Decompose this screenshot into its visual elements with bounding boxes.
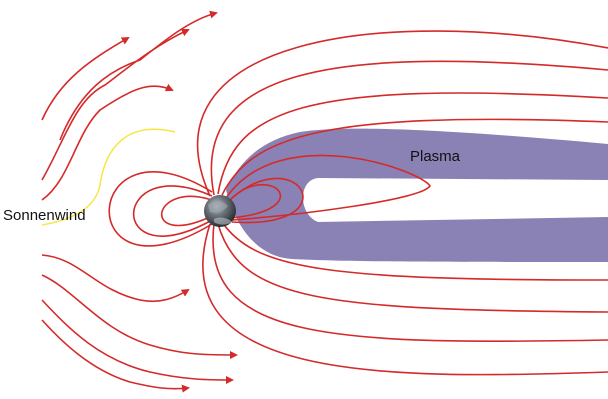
field-line (221, 221, 608, 281)
solar-wind-label: Sonnenwind (3, 207, 86, 224)
solar-wind-trace (41, 128, 176, 226)
field-line (108, 171, 213, 247)
solar-wind-lines (41, 10, 238, 393)
solar-wind-line (41, 274, 238, 359)
solar-wind-line (41, 319, 190, 393)
solar-wind-line (41, 28, 190, 181)
solar-wind-line (41, 299, 234, 384)
solar-wind-line (41, 254, 190, 303)
field-lines (108, 30, 608, 376)
plasma-region (226, 128, 608, 262)
solar-wind-line (41, 36, 130, 121)
field-line (217, 92, 608, 195)
solar-wind-line (59, 10, 218, 141)
field-line (202, 223, 608, 376)
field-line (231, 177, 304, 224)
field-line (210, 60, 608, 196)
field-line (196, 30, 608, 197)
field-line (221, 118, 608, 196)
plasma-label: Plasma (410, 148, 461, 165)
earth-globe-icon (204, 195, 236, 227)
field-line (225, 154, 431, 221)
plasma-gap (416, 180, 608, 198)
field-line (132, 185, 213, 237)
field-line (212, 223, 608, 343)
solar-wind-line (41, 83, 174, 201)
field-line (160, 195, 213, 227)
field-line (217, 223, 608, 313)
